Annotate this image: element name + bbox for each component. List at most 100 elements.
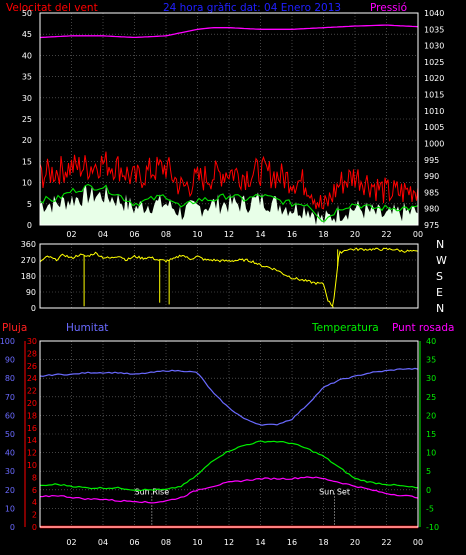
x-tick-label: 06 <box>129 538 139 547</box>
temperature-series <box>39 440 419 492</box>
chart3-frame <box>39 340 419 528</box>
temperature-tick-label: 30 <box>426 374 436 383</box>
rain-tick-label: 24 <box>27 374 37 383</box>
rain-tick-label: 22 <box>27 387 37 396</box>
chart-title: 24 hora gràfic dat: 04 Enero 2013 <box>163 2 341 14</box>
humidity-tick-label: 60 <box>5 411 15 420</box>
rain-tick-label: 18 <box>27 411 37 420</box>
temperature-tick-label: 10 <box>426 449 436 458</box>
dew-point-axis-title: Punt rosada <box>392 322 454 334</box>
temperature-tick-label: 20 <box>426 411 436 420</box>
wind-pressure-chart: 0510152025303540455097598098599099510001… <box>22 9 445 239</box>
rain-tick-label: 10 <box>27 461 37 470</box>
x-tick-label: 18 <box>318 230 328 239</box>
wind-speed-tick-label: 35 <box>22 73 32 82</box>
direction-tick-label: 90 <box>26 288 36 297</box>
x-tick-label: 12 <box>224 230 234 239</box>
humidity-tick-label: 10 <box>5 504 15 513</box>
rain-tick-label: 6 <box>32 486 37 495</box>
wind-direction-series <box>39 247 419 308</box>
x-tick-label: 08 <box>161 538 171 547</box>
humidity-tick-label: 80 <box>5 374 15 383</box>
compass-tick-label: E <box>436 286 443 299</box>
wind-speed-tick-label: 5 <box>27 200 32 209</box>
temperature-tick-label: 15 <box>426 430 436 439</box>
x-tick-label: 22 <box>381 538 391 547</box>
rain-tick-label: 12 <box>27 449 37 458</box>
x-tick-label: 16 <box>287 538 297 547</box>
x-tick-label: 22 <box>381 230 391 239</box>
rain-tick-label: 4 <box>32 498 37 507</box>
humidity-tick-label: 100 <box>0 337 15 346</box>
wind-speed-tick-label: 30 <box>22 94 32 103</box>
wind-speed-tick-label: 0 <box>27 221 32 230</box>
x-tick-label: 02 <box>66 538 76 547</box>
direction-tick-label: 180 <box>21 272 36 281</box>
temperature-tick-label: 35 <box>426 356 436 365</box>
humidity-series <box>39 367 419 426</box>
wind-speed-series <box>39 151 419 226</box>
wind-speed-tick-label: 25 <box>22 115 32 124</box>
humidity-tick-label: 20 <box>5 486 15 495</box>
compass-tick-label: N <box>436 238 444 251</box>
rain-tick-label: 0 <box>32 523 37 532</box>
rain-tick-label: 20 <box>27 399 37 408</box>
rain-tick-label: 28 <box>27 349 37 358</box>
pressure-series <box>39 24 419 39</box>
compass-tick-label: S <box>436 270 443 283</box>
humidity-tick-label: 30 <box>5 467 15 476</box>
direction-tick-label: 270 <box>21 256 36 265</box>
x-tick-label: 02 <box>66 230 76 239</box>
temperature-tick-label: 5 <box>426 467 431 476</box>
temperature-tick-label: 40 <box>426 337 436 346</box>
x-tick-label: 06 <box>129 230 139 239</box>
wind-speed-tick-label: 40 <box>22 51 32 60</box>
pressure-tick-label: 1020 <box>424 74 444 83</box>
temperature-tick-label: -10 <box>426 523 439 532</box>
compass-tick-label: W <box>436 254 447 267</box>
wind-gust-area <box>40 185 418 225</box>
x-tick-label: 08 <box>161 230 171 239</box>
x-tick-label: 20 <box>350 538 360 547</box>
x-tick-label: 12 <box>224 538 234 547</box>
humidity-tick-label: 50 <box>5 430 15 439</box>
x-tick-label: 04 <box>98 230 108 239</box>
x-tick-label: 20 <box>350 230 360 239</box>
sun-marker-label: Sun Rise <box>135 488 170 497</box>
direction-tick-label: 0 <box>31 304 36 313</box>
x-tick-label: 18 <box>318 538 328 547</box>
temperature-axis-title: Temperatura <box>311 322 379 334</box>
chart1-frame <box>39 12 419 226</box>
x-tick-label: 10 <box>192 230 202 239</box>
wind-speed-tick-label: 45 <box>22 30 32 39</box>
rain-axis-title: Pluja <box>2 322 27 334</box>
x-tick-label: 16 <box>287 230 297 239</box>
x-tick-label: 14 <box>255 230 265 239</box>
wind-speed-tick-label: 15 <box>22 157 32 166</box>
direction-tick-label: 360 <box>21 240 36 249</box>
x-tick-label: 10 <box>192 538 202 547</box>
pressure-tick-label: 1000 <box>424 139 444 148</box>
wind-speed-tick-label: 50 <box>22 9 32 18</box>
pressure-tick-label: 995 <box>424 156 439 165</box>
rain-tick-label: 2 <box>32 511 37 520</box>
wind-speed-axis-title: Velocitat del vent <box>6 2 98 14</box>
pressure-tick-label: 1015 <box>424 91 444 100</box>
rain-tick-label: 26 <box>27 362 37 371</box>
rain-tick-label: 30 <box>27 337 37 346</box>
humidity-tick-label: 90 <box>5 356 15 365</box>
wind-average-series <box>39 183 419 222</box>
sun-marker-label: Sun Set <box>319 488 350 497</box>
compass-tick-label: N <box>436 302 444 315</box>
dew-point-series <box>39 476 419 504</box>
pressure-tick-label: 990 <box>424 172 439 181</box>
temperature-tick-label: 25 <box>426 393 436 402</box>
x-tick-label: 14 <box>255 538 265 547</box>
humidity-axis-title: Humitat <box>66 322 108 334</box>
pressure-tick-label: 1035 <box>424 25 444 34</box>
humidity-tick-label: 40 <box>5 449 15 458</box>
pressure-axis-title: Pressió <box>370 2 407 14</box>
